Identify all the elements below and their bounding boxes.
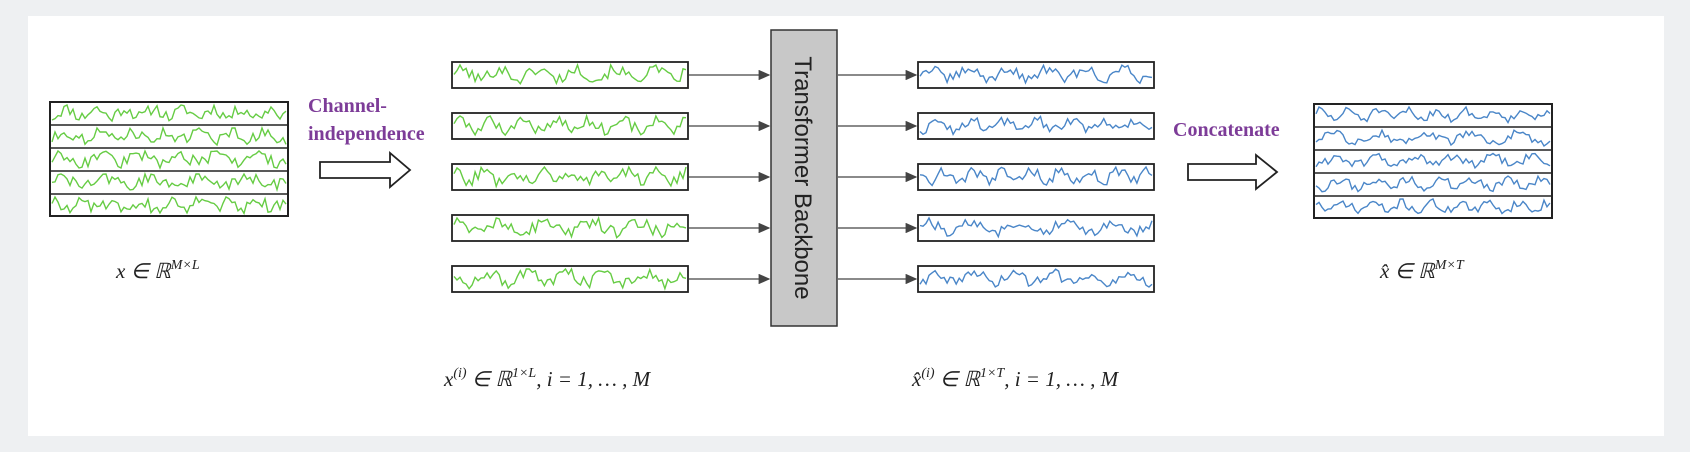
channel-output-series-line	[919, 268, 1153, 288]
channel-input-strips	[451, 61, 689, 293]
channel-output-series-line	[919, 63, 1153, 85]
figure: Channel- independence Transformer Backbo…	[28, 16, 1664, 436]
output-series-line	[1315, 105, 1551, 124]
output-multichannel-block	[1313, 103, 1553, 219]
channel-output-strip	[917, 214, 1155, 242]
channel-output-series-line	[919, 165, 1153, 187]
input-series-line	[51, 171, 287, 193]
channel-input-series-line	[453, 215, 687, 239]
output-series-line	[1315, 128, 1551, 148]
diagram-canvas: Channel- independence Transformer Backbo…	[49, 29, 1553, 391]
input-shape-label: x ∈ ℝM×L	[115, 258, 200, 283]
channel-input-series-line	[453, 113, 687, 137]
channel-independence-label-line1: Channel-	[308, 95, 387, 117]
output-series-line	[1315, 152, 1551, 170]
input-multichannel-block	[49, 101, 289, 217]
input-series-line	[51, 103, 287, 123]
channel-output-shape-label: x̂(i) ∈ ℝ1×T, i = 1, … , M	[911, 366, 1120, 391]
channel-input-series-line	[453, 62, 687, 86]
connector-arrows	[689, 69, 918, 285]
backbone-label: Transformer Backbone	[789, 56, 816, 299]
input-series-line	[51, 125, 287, 147]
channel-independence-label-line2: independence	[308, 123, 425, 145]
output-series-waves	[1315, 105, 1551, 215]
channel-input-series-line	[453, 267, 687, 291]
channel-output-series-line	[919, 216, 1153, 239]
transformer-backbone: Transformer Backbone	[770, 29, 838, 327]
backbone-box	[770, 29, 838, 327]
channel-input-strip	[451, 214, 689, 242]
input-series-line	[51, 195, 287, 216]
output-block-frame	[1313, 103, 1553, 219]
channel-input-series-line	[453, 165, 687, 189]
right-arrow-icon	[319, 151, 412, 189]
channel-input-strip	[451, 163, 689, 191]
right-arrow-icon	[1187, 153, 1279, 191]
output-series-line	[1315, 174, 1551, 193]
output-series-line	[1315, 198, 1551, 215]
channel-output-strips	[917, 61, 1155, 293]
channel-output-strip	[917, 61, 1155, 89]
output-shape-label: x̂ ∈ ℝM×T	[1379, 258, 1465, 283]
input-series-waves	[51, 103, 287, 216]
channel-input-strip	[451, 61, 689, 89]
concatenate-label: Concatenate	[1173, 119, 1280, 141]
input-series-line	[51, 149, 287, 171]
channel-output-series-line	[919, 115, 1153, 137]
channel-input-shape-label: x(i) ∈ ℝ1×L, i = 1, … , M	[443, 366, 652, 391]
